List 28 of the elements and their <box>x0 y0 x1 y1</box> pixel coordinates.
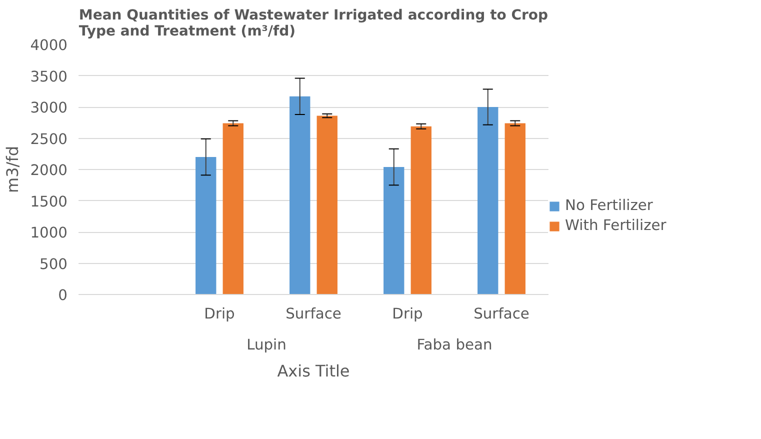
text: Faba bean <box>416 336 492 354</box>
x-tick-label: Drip <box>392 306 423 322</box>
bar <box>478 107 498 294</box>
y-tick-label: 500 <box>40 256 68 273</box>
y-tick-label: 0 <box>58 287 68 304</box>
bar <box>504 123 526 294</box>
bar <box>384 167 404 294</box>
y-tick-label: 2500 <box>30 130 68 148</box>
bar <box>316 116 338 294</box>
bar <box>222 123 244 294</box>
bar <box>410 126 432 294</box>
text: Lupin <box>246 336 286 354</box>
y-tick-label: 3000 <box>30 100 68 116</box>
legend-label: With Fertilizer <box>565 217 666 234</box>
y-axis-title: m3/fd <box>3 146 22 193</box>
y-tick-label: 3500 <box>30 68 68 86</box>
legend-label: No Fertilizer <box>565 197 653 214</box>
bar <box>290 96 310 294</box>
y-tick-label: 1500 <box>30 193 68 210</box>
x-axis-title: Axis Title <box>277 362 350 380</box>
x-tick-label: Surface <box>474 306 530 322</box>
y-tick-label: 4000 <box>30 37 68 54</box>
y-tick-label: 2000 <box>30 162 68 179</box>
chart-title: Mean Quantities of Wastewater Irrigated according to Crop Type and Treatment (m³/fd) <box>78 8 548 40</box>
y-tick-label: 1000 <box>30 224 68 242</box>
x-tick-label: Surface <box>286 306 342 322</box>
bar <box>196 157 216 294</box>
x-tick-label: Drip <box>204 306 235 322</box>
